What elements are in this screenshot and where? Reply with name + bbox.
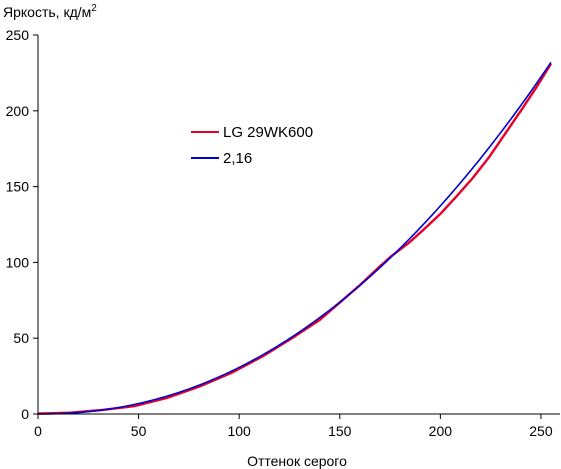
y-axis-label: Яркость, кд/м2: [3, 3, 97, 20]
y-tick-label: 200: [6, 103, 30, 119]
y-tick-label: 50: [13, 330, 29, 346]
y-tick-label: 100: [6, 254, 30, 270]
y-axis-label-text: Яркость, кд/м: [3, 4, 91, 20]
x-axis-ticks: 0 50 100 150 200 250: [34, 414, 553, 439]
x-tick-label: 100: [227, 423, 251, 439]
series-line-gamma: [38, 61, 552, 415]
legend: LG 29WK600 2,16: [191, 124, 313, 167]
series-line-lg29wk600: [37, 63, 553, 415]
x-tick-label: 50: [131, 423, 147, 439]
curves-layer: [37, 61, 553, 415]
y-axis-label-superscript: 2: [91, 3, 97, 14]
x-tick-label: 150: [328, 423, 352, 439]
x-tick-label: 250: [529, 423, 553, 439]
y-axis-ticks: 0 50 100 150 200 250: [6, 27, 38, 422]
y-tick-label: 0: [21, 406, 29, 422]
legend-label-gamma: 2,16: [223, 150, 252, 167]
x-axis-label: Оттенок серого: [247, 453, 347, 469]
x-tick-label: 0: [34, 423, 42, 439]
y-tick-label: 150: [6, 179, 30, 195]
legend-label-lg29wk600: LG 29WK600: [223, 124, 313, 141]
x-tick-label: 200: [429, 423, 453, 439]
y-tick-label: 250: [6, 27, 30, 43]
